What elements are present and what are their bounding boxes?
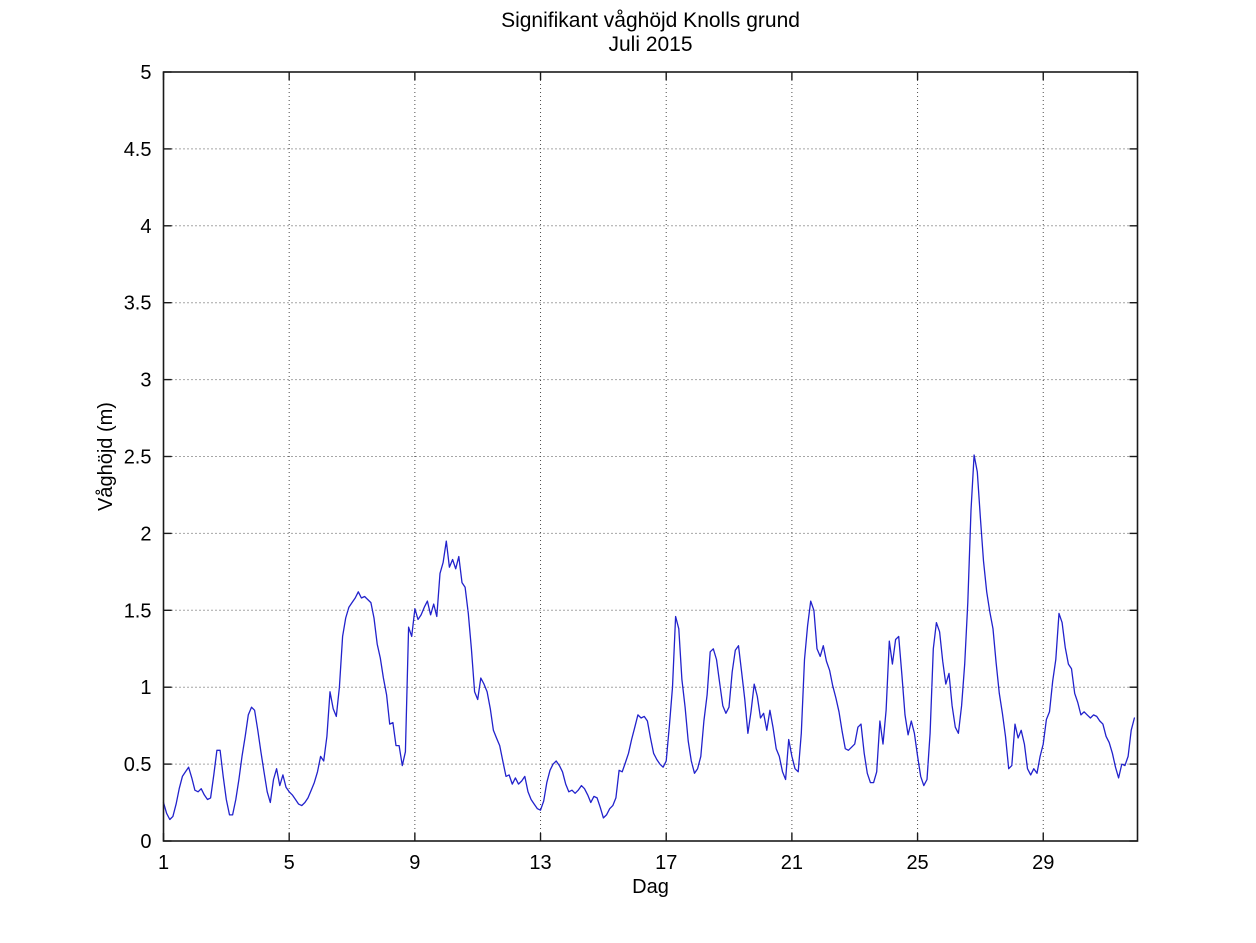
x-axis-label: Dag bbox=[632, 876, 669, 898]
data-line bbox=[162, 454, 1136, 821]
x-tick-label: 9 bbox=[409, 852, 420, 874]
x-tick-label: 1 bbox=[158, 852, 169, 874]
y-tick-label: 1 bbox=[140, 677, 151, 699]
x-tick-label: 25 bbox=[906, 852, 928, 874]
y-tick-label: 0.5 bbox=[124, 754, 152, 776]
y-tick-label: 2.5 bbox=[124, 447, 152, 469]
y-tick-label: 1.5 bbox=[124, 600, 152, 622]
tick-labels-layer: 1 5 9 13 17 21 25 29 0 0.5 1 1.5 2 2.5 3 3.5 4 4.5 5 bbox=[124, 62, 1055, 874]
grid-layer bbox=[163, 72, 1138, 841]
plot-box bbox=[162, 71, 1139, 842]
y-tick-label: 4 bbox=[140, 216, 151, 238]
axes-layer bbox=[162, 71, 1139, 842]
x-tick-label: 29 bbox=[1032, 852, 1054, 874]
y-tick-label: 0 bbox=[140, 831, 151, 853]
x-tick-label: 21 bbox=[781, 852, 803, 874]
y-tick-label: 3 bbox=[140, 370, 151, 392]
series-layer bbox=[162, 454, 1136, 821]
x-tick-label: 5 bbox=[284, 852, 295, 874]
y-tick-label: 3.5 bbox=[124, 293, 152, 315]
chart-subtitle: Juli 2015 bbox=[608, 33, 692, 56]
y-tick-label: 2 bbox=[140, 523, 151, 545]
y-tick-label: 4.5 bbox=[124, 139, 152, 161]
y-axis-label: Våghöjd (m) bbox=[95, 402, 117, 511]
y-tick-label: 5 bbox=[140, 62, 151, 84]
x-tick-label: 13 bbox=[529, 852, 551, 874]
x-tick-label: 17 bbox=[655, 852, 677, 874]
chart-title: Signifikant våghöjd Knolls grund bbox=[501, 9, 800, 32]
